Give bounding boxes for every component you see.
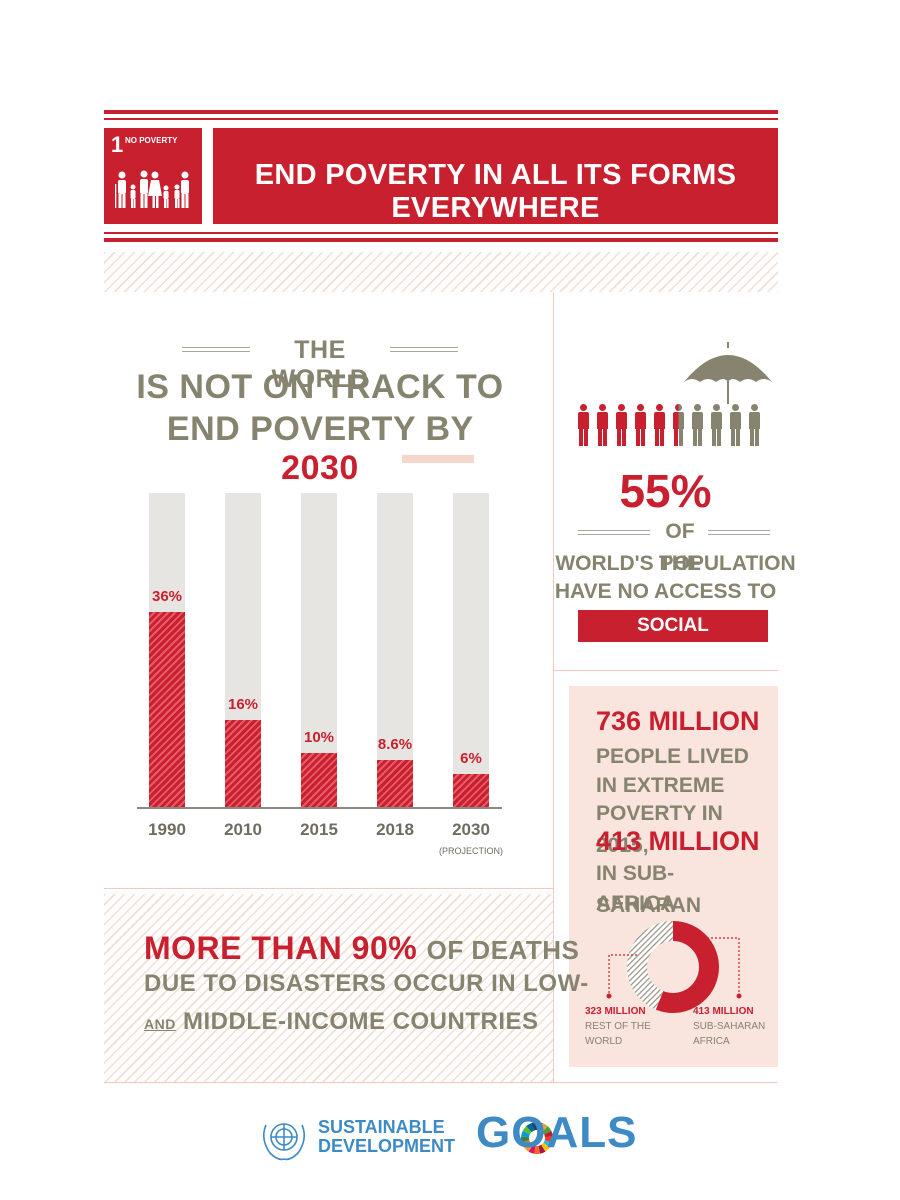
header-bottom-rule [104,238,778,242]
bar-track [377,493,413,807]
extreme-poverty-line1: PEOPLE LIVED [596,745,749,768]
goal-name: NO POVERTY [125,136,178,145]
chart-heading-line3: END POVERTY BY 2030 [130,410,510,488]
donut-rest-value: 323 MILLION [585,1006,646,1017]
extreme-poverty-headline: 736 MILLION [596,706,760,736]
sdg-line2: DEVELOPMENT [318,1136,456,1156]
sdg-color-wheel-icon [521,1122,553,1154]
family-icon [115,170,189,208]
bar-track [453,493,489,807]
bar-value-label: 16% [227,696,259,713]
chart-heading-line2: IS NOT ON TRACK TO [136,368,504,406]
year-underline [402,455,474,463]
bar-2018 [377,760,413,807]
person-icon [730,404,741,446]
person-icon [616,404,627,446]
disaster-line1: MORE THAN 90% OF DEATHS [144,930,579,967]
title-banner: END POVERTY IN ALL ITS FORMS EVERYWHERE [213,128,778,224]
sdg-goal-badge: 1 NO POVERTY [104,128,202,224]
extreme-poverty-panel: 736 MILLION PEOPLE LIVED IN EXTREME POVE… [569,686,778,1067]
x-tick-label: 2010 [224,820,262,839]
social-protection-highlight: SOCIAL PROTECTION [610,615,736,668]
disaster-hatch-bg [104,894,553,1082]
extreme-poverty-line2: IN EXTREME [596,774,725,797]
x-tick-label: 2015 [300,820,338,839]
extreme-poverty-line4: IN SUB-SAHARAN [596,862,701,917]
chart-heading-line1: THE WORLD [271,336,369,393]
umbrella-icon [684,342,772,404]
donut-ssa-label-1: SUB-SAHARAN [693,1021,766,1032]
person-icon [673,404,684,446]
disaster-line1-rest: OF DEATHS [426,935,580,965]
bar-1990 [149,612,185,807]
hatched-band [104,252,778,292]
disaster-line3: AND MIDDLE-INCOME COUNTRIES [144,1008,539,1036]
x-tick-label: 2030 [452,820,490,839]
person-icon [749,404,760,446]
social-protection-percent: 55% [619,465,712,517]
donut-slice-rest-of-world [627,921,673,1010]
x-tick-label: 1990 [148,820,186,839]
social-protection-line1: OF THE [659,520,701,575]
disaster-highlight: MORE THAN 90% [144,930,418,966]
bar-value-label: 36% [151,588,183,605]
column-divider [553,292,554,1082]
header-top-rule-thin [104,118,778,120]
person-icon [635,404,646,446]
person-icon [597,404,608,446]
chart-heading-line3-text: END POVERTY BY [166,410,474,448]
person-icon [692,404,703,446]
population-icons [578,404,778,448]
sp-rule-right [708,530,770,535]
sp-rule-left [578,530,650,535]
goals-text: GOALS [476,1108,638,1157]
social-protection-line2: WORLD'S POPULATION [555,552,796,575]
donut-ssa-value: 413 MILLION [693,1006,754,1017]
extreme-poverty-line3: POVERTY IN 2015, [596,802,723,857]
bar-2030 [453,774,489,807]
disaster-top-rule [104,888,553,889]
x-tick-note: (PROJECTION) [439,846,503,856]
donut-slices [627,921,719,1013]
page-title: END POVERTY IN ALL ITS FORMS EVERYWHERE [254,159,737,224]
header-top-rule [104,110,778,114]
donut-rest-label-1: REST OF THE [585,1021,651,1032]
un-emblem-icon [262,1123,306,1161]
extreme-poverty-headline2: 413 MILLION [596,826,760,856]
poverty-donut-chart [606,921,742,1013]
donut-rest-label-2: WORLD [585,1036,623,1047]
goals-wordmark: GOALS [476,1108,646,1158]
person-icon [711,404,722,446]
disaster-line3-rest: MIDDLE-INCOME COUNTRIES [183,1008,539,1035]
disaster-bottom-rule [104,1082,778,1083]
donut-ssa-label-2: AFRICA [693,1036,730,1047]
bar-value-label: 6% [460,750,482,767]
disaster-line2: DUE TO DISASTERS OCCUR IN LOW- [144,970,589,997]
bar-2015 [301,753,337,807]
heading-rule-left [182,347,250,352]
chart-heading-year: 2030 [281,449,359,487]
bar-2010 [225,720,261,807]
disaster-line3-prefix: AND [144,1016,176,1032]
social-protection-highlight-box: SOCIAL PROTECTION [578,610,768,668]
bar-value-label: 8.6% [377,736,413,753]
x-tick-label: 2018 [376,820,414,839]
person-icon [578,404,589,446]
header-bottom-rule-thin [104,232,778,234]
donut-slice-sub-saharan-africa [655,921,719,1013]
bar-value-label: 10% [303,729,335,746]
heading-rule-right [390,347,458,352]
sdg-line1: SUSTAINABLE [318,1117,445,1137]
extreme-poverty-line5: AFRICA [596,892,676,915]
chart-baseline [137,807,502,809]
sdg-wordmark: SUSTAINABLE DEVELOPMENT [318,1118,455,1156]
right-panel-divider [553,670,778,671]
social-protection-line3: HAVE NO ACCESS TO [554,580,777,603]
person-icon [654,404,665,446]
goal-number: 1 [111,132,124,157]
